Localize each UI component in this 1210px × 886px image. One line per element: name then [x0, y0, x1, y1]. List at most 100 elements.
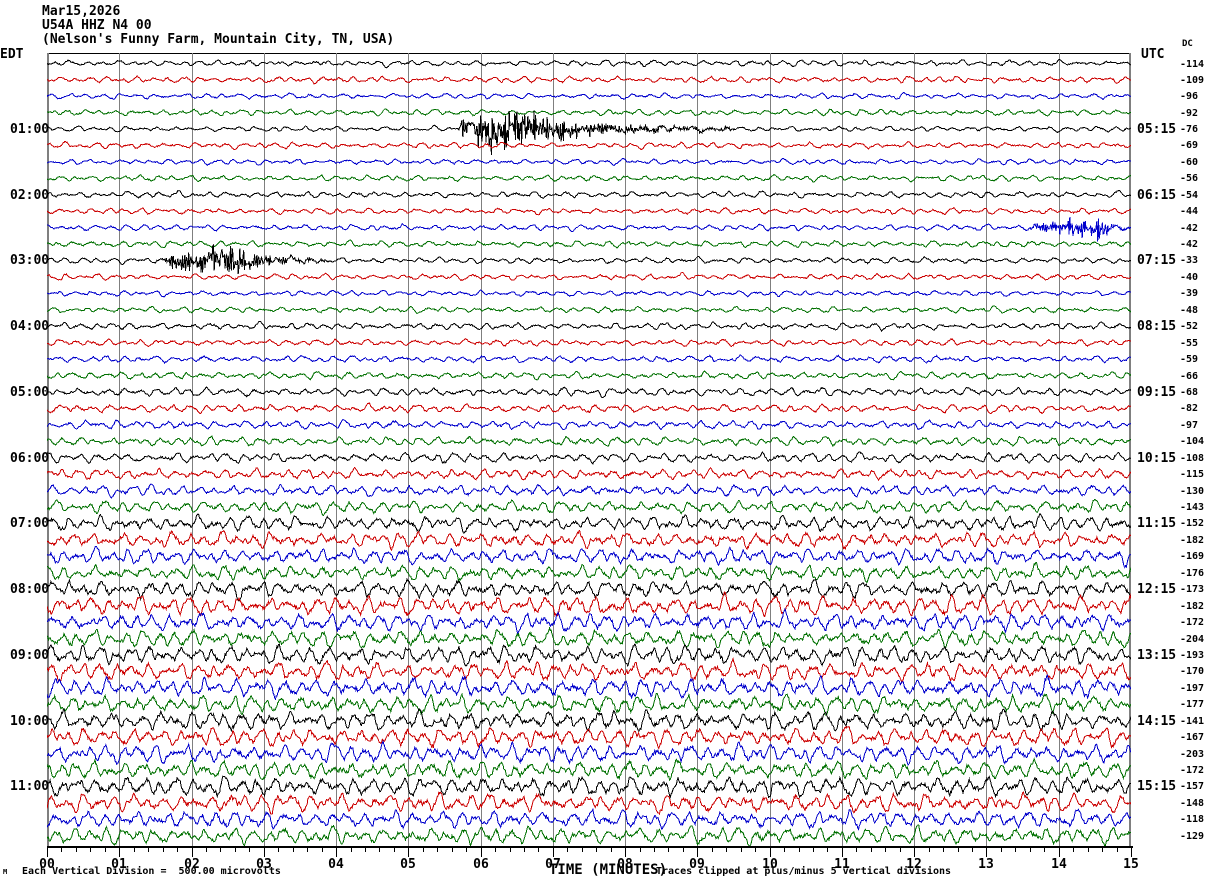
row-right-time-0615: 06:15 [1137, 187, 1177, 203]
x-tick-minor [394, 846, 395, 852]
row-dc-value: -197 [1180, 682, 1205, 694]
gridline-minute-09 [697, 53, 698, 846]
trace-row-34-blue [47, 607, 1131, 635]
trace-row-19-green [47, 370, 1131, 381]
row-dc-value: -82 [1180, 403, 1199, 415]
trace-row-38-blue [47, 673, 1131, 701]
row-dc-value: -56 [1180, 173, 1199, 185]
trace-row-26-blue [47, 482, 1131, 499]
row-dc-value: -193 [1180, 649, 1205, 661]
x-tick-major-10 [770, 846, 771, 857]
x-tick-minor [943, 846, 944, 852]
x-tick-minor [726, 846, 727, 852]
x-tick-label-06: 06 [473, 857, 489, 872]
gridline-minute-12 [914, 53, 915, 846]
row-left-time-1100: 11:00 [10, 779, 50, 795]
trace-row-27-green [47, 499, 1131, 517]
x-tick-minor [929, 846, 930, 852]
plot-right-border [1129, 53, 1131, 846]
row-left-time-0400: 04:00 [10, 319, 50, 335]
row-dc-value: -48 [1180, 304, 1199, 316]
row-dc-value: -152 [1180, 518, 1205, 530]
x-tick-label-14: 14 [1051, 857, 1067, 872]
gridline-minute-01 [119, 53, 120, 846]
row-right-time-1115: 11:15 [1137, 516, 1177, 532]
x-tick-minor [90, 846, 91, 852]
gridline-minute-10 [770, 53, 771, 846]
x-tick-major-00 [47, 846, 48, 857]
x-tick-minor [510, 846, 511, 852]
row-dc-value: -167 [1180, 732, 1205, 744]
dc-column-header: DC [1182, 39, 1193, 49]
x-tick-minor [220, 846, 221, 852]
trace-row-35-green [47, 626, 1131, 649]
row-dc-value: -170 [1180, 666, 1205, 678]
x-tick-minor [668, 846, 669, 852]
x-tick-label-11: 11 [834, 857, 850, 872]
x-tick-label-04: 04 [328, 857, 344, 872]
x-tick-major-04 [336, 846, 337, 857]
x-tick-major-08 [625, 846, 626, 857]
row-dc-value: -40 [1180, 271, 1199, 283]
trace-row-10-blue [47, 217, 1131, 242]
trace-row-5-red [47, 140, 1131, 151]
x-tick-minor [885, 846, 886, 852]
trace-row-7-green [47, 173, 1131, 183]
x-tick-minor [437, 846, 438, 852]
x-tick-minor [105, 846, 106, 852]
trace-row-40-black [47, 707, 1131, 733]
x-tick-minor [827, 846, 828, 852]
trace-waveforms [47, 58, 1131, 846]
x-tick-minor [871, 846, 872, 852]
trace-row-31-green [47, 561, 1131, 584]
gridline-minute-06 [481, 53, 482, 846]
x-tick-major-15 [1131, 846, 1132, 857]
seismogram-plot-area [47, 53, 1131, 846]
x-tick-minor [1044, 846, 1045, 852]
trace-row-16-black [47, 320, 1131, 332]
trace-row-39-green [47, 692, 1131, 716]
row-dc-value: -59 [1180, 354, 1199, 366]
row-dc-value: -114 [1180, 59, 1205, 71]
x-tick-minor [813, 846, 814, 852]
x-tick-minor [307, 846, 308, 852]
row-dc-value: -172 [1180, 617, 1205, 629]
trace-row-25-red [47, 467, 1131, 482]
x-tick-minor [423, 846, 424, 852]
row-dc-value: -141 [1180, 715, 1205, 727]
x-tick-minor [741, 846, 742, 852]
row-dc-value: -173 [1180, 584, 1205, 596]
row-dc-value: -96 [1180, 91, 1199, 103]
x-tick-major-03 [264, 846, 265, 857]
gridline-minute-08 [625, 53, 626, 846]
gridline-minute-14 [1059, 53, 1060, 846]
trace-row-8-black [47, 189, 1131, 199]
x-tick-minor [1102, 846, 1103, 852]
trace-row-30-blue [47, 545, 1131, 569]
x-tick-minor [972, 846, 973, 852]
trace-row-9-red [47, 206, 1131, 216]
row-dc-value: -44 [1180, 206, 1199, 218]
row-dc-value: -182 [1180, 600, 1205, 612]
x-tick-minor [134, 846, 135, 852]
gridline-minute-03 [264, 53, 265, 846]
trace-row-14-blue [47, 289, 1131, 298]
row-dc-value: -129 [1180, 830, 1205, 842]
x-tick-label-01: 01 [111, 857, 127, 872]
footer-scale-note: Each Vertical Division = 500.00 microvol… [22, 866, 281, 877]
row-dc-value: -172 [1180, 765, 1205, 776]
row-right-time-1215: 12:15 [1137, 582, 1177, 598]
x-tick-minor [1117, 846, 1118, 852]
row-right-time-1315: 13:15 [1137, 647, 1177, 663]
gridline-minute-11 [842, 53, 843, 846]
x-tick-minor [524, 846, 525, 852]
trace-row-23-green [47, 435, 1131, 448]
x-tick-minor [712, 846, 713, 852]
x-tick-label-15: 15 [1123, 857, 1139, 872]
row-dc-value: -66 [1180, 370, 1199, 382]
x-tick-minor [148, 846, 149, 852]
gridline-minute-02 [192, 53, 193, 846]
row-dc-value: -76 [1180, 123, 1199, 135]
trace-row-28-black [47, 513, 1131, 534]
x-tick-minor [900, 846, 901, 852]
